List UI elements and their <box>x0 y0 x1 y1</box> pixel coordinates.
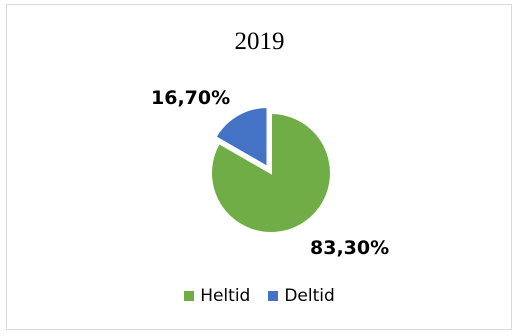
data-label-heltid: 83,30% <box>310 237 390 259</box>
legend-label-deltid: Deltid <box>284 286 335 306</box>
legend-item-heltid: Heltid <box>184 286 250 306</box>
legend-swatch-heltid <box>184 291 195 301</box>
data-label-deltid: 16,70% <box>151 87 231 109</box>
legend-item-deltid: Deltid <box>268 286 335 306</box>
legend-swatch-deltid <box>268 291 279 301</box>
legend: Heltid Deltid <box>0 286 519 306</box>
pie-slice-deltid <box>214 105 269 169</box>
legend-label-heltid: Heltid <box>200 286 251 306</box>
pie-slice-heltid <box>210 111 332 234</box>
chart-title: 2019 <box>234 28 285 55</box>
